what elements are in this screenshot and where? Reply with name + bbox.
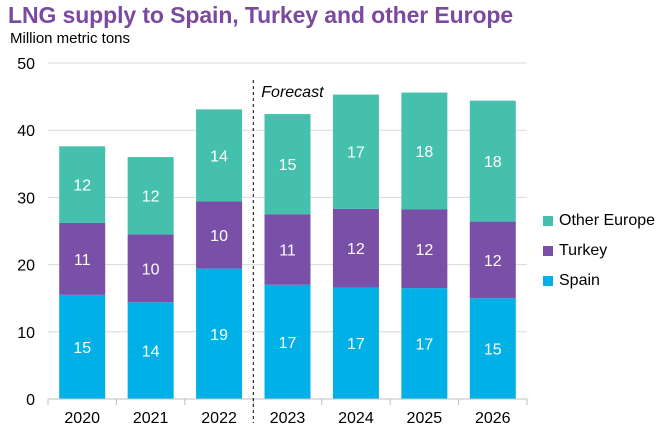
data-label: 19 <box>210 327 228 344</box>
legend-swatch <box>543 216 553 226</box>
data-label: 18 <box>484 154 502 171</box>
bar-segment-spain <box>127 302 174 399</box>
y-tick-label: 20 <box>17 258 35 275</box>
bar-segment-turkey <box>127 234 174 303</box>
bar-segment-other-europe <box>469 100 516 222</box>
data-label: 15 <box>73 340 91 357</box>
x-tick-label: 2025 <box>407 410 443 427</box>
bar-segment-other-europe <box>196 109 243 202</box>
bar-segment-other-europe <box>332 94 379 209</box>
data-label: 17 <box>415 337 433 354</box>
data-label: 14 <box>142 344 160 361</box>
bar-segment-spain <box>59 294 106 399</box>
x-tick-label: 2022 <box>201 410 237 427</box>
legend-swatch <box>543 246 553 256</box>
x-tick-label: 2026 <box>475 410 511 427</box>
y-tick-label: 50 <box>17 56 35 73</box>
bar-segment-turkey <box>469 221 516 299</box>
legend-label: Spain <box>559 272 600 289</box>
data-label: 11 <box>74 252 91 269</box>
y-tick-label: 0 <box>26 392 35 409</box>
data-label: 11 <box>279 242 296 259</box>
bar-segment-other-europe <box>401 92 448 210</box>
y-tick-label: 30 <box>17 190 35 207</box>
data-label: 10 <box>142 261 160 278</box>
data-label: 17 <box>347 145 365 162</box>
bar-segment-spain <box>332 287 379 399</box>
data-label: 12 <box>142 189 160 206</box>
bar-segment-turkey <box>264 214 311 285</box>
data-label: 12 <box>484 253 502 270</box>
bar-segment-spain <box>196 268 243 399</box>
bar-segment-other-europe <box>264 114 311 215</box>
bar-segment-other-europe <box>127 157 174 235</box>
bar-segment-turkey <box>332 208 379 288</box>
y-axis-label: Million metric tons <box>10 30 131 47</box>
legend-item-spain: Spain <box>543 266 655 296</box>
legend-item-other-europe: Other Europe <box>543 206 655 236</box>
y-tick-label: 10 <box>17 325 35 342</box>
y-tick-label: 40 <box>17 123 35 140</box>
legend-label: Other Europe <box>559 212 656 229</box>
data-label: 15 <box>484 342 502 359</box>
bar-segment-turkey <box>196 201 243 269</box>
bar-segment-turkey <box>59 222 106 295</box>
legend-label: Turkey <box>559 242 608 259</box>
legend-swatch <box>543 276 553 286</box>
forecast-annotation: Forecast <box>261 84 324 101</box>
bar-segment-turkey <box>401 209 448 289</box>
data-label: 18 <box>415 144 433 161</box>
bar-segment-spain <box>264 284 311 399</box>
data-label: 15 <box>279 157 297 174</box>
bar-segment-spain <box>401 288 448 399</box>
data-label: 12 <box>73 178 91 195</box>
chart-title: LNG supply to Spain, Turkey and other Eu… <box>8 2 514 28</box>
legend-item-turkey: Turkey <box>543 236 655 266</box>
data-label: 14 <box>210 148 228 165</box>
data-label: 12 <box>347 241 365 258</box>
chart-legend: Other Europe Turkey Spain <box>543 206 655 296</box>
data-label: 17 <box>347 336 365 353</box>
x-tick-label: 2021 <box>133 410 169 427</box>
x-tick-label: 2024 <box>338 410 374 427</box>
bar-segment-spain <box>469 298 516 399</box>
bar-segment-other-europe <box>59 146 106 223</box>
data-label: 10 <box>210 228 228 245</box>
x-tick-label: 2020 <box>64 410 100 427</box>
data-label: 17 <box>279 335 297 352</box>
data-label: 12 <box>415 242 433 259</box>
x-tick-label: 2023 <box>270 410 306 427</box>
